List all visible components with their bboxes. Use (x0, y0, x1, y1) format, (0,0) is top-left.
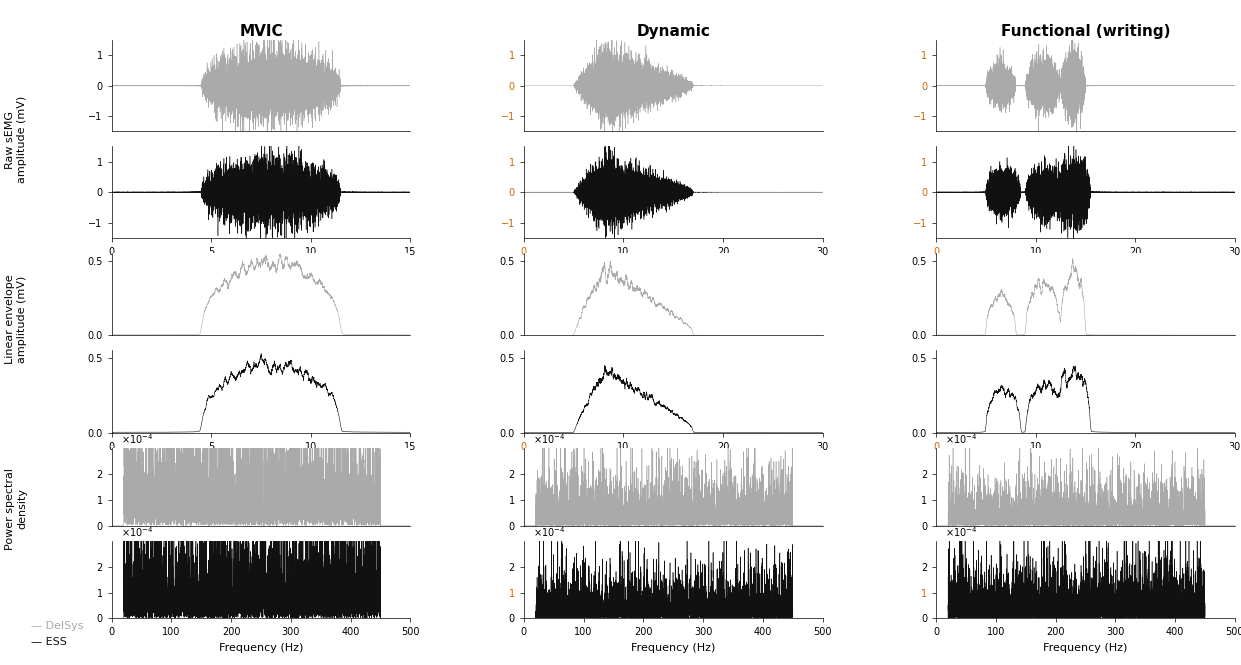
X-axis label: Time (sec): Time (sec) (1056, 458, 1114, 467)
X-axis label: Time (sec): Time (sec) (644, 263, 702, 273)
X-axis label: Frequency (Hz): Frequency (Hz) (632, 643, 715, 653)
X-axis label: Frequency (Hz): Frequency (Hz) (1044, 643, 1128, 653)
Text: — DelSys: — DelSys (31, 621, 83, 632)
Text: $\times 10^{-4}$: $\times 10^{-4}$ (532, 525, 565, 539)
X-axis label: Time (sec): Time (sec) (232, 458, 290, 467)
Text: Power spectral
density: Power spectral density (5, 467, 27, 550)
Text: Linear envelope
amplitude (mV): Linear envelope amplitude (mV) (5, 275, 27, 364)
Text: $\times 10^{-4}$: $\times 10^{-4}$ (120, 432, 153, 446)
X-axis label: Frequency (Hz): Frequency (Hz) (218, 643, 303, 653)
Text: $\times 10^{-4}$: $\times 10^{-4}$ (532, 432, 565, 446)
Text: Raw sEMG
amplitude (mV): Raw sEMG amplitude (mV) (5, 96, 27, 184)
X-axis label: Time (sec): Time (sec) (232, 263, 290, 273)
X-axis label: Time (sec): Time (sec) (644, 458, 702, 467)
Text: $\times 10^{-4}$: $\times 10^{-4}$ (120, 525, 153, 539)
Title: Functional (writing): Functional (writing) (1000, 24, 1170, 39)
Text: $\times 10^{-4}$: $\times 10^{-4}$ (946, 525, 978, 539)
Title: MVIC: MVIC (240, 24, 283, 39)
Text: $\times 10^{-4}$: $\times 10^{-4}$ (946, 432, 978, 446)
Title: Dynamic: Dynamic (637, 24, 710, 39)
X-axis label: Time (sec): Time (sec) (1056, 263, 1114, 273)
Text: — ESS: — ESS (31, 636, 67, 647)
